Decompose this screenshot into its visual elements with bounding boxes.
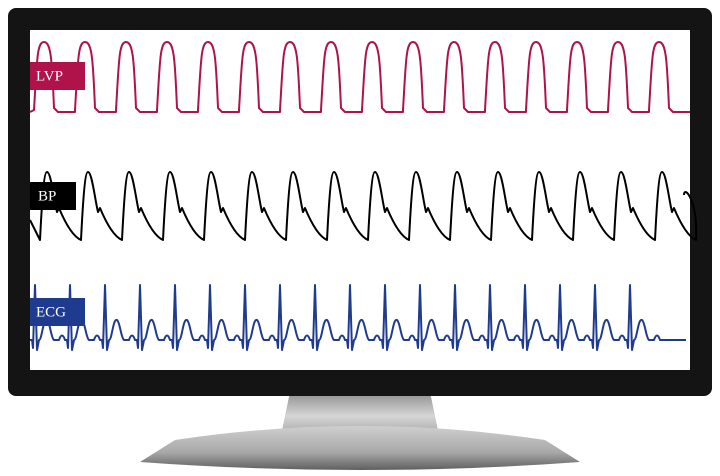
- monitor-base: [140, 426, 580, 470]
- trace-label: BP: [38, 188, 56, 204]
- trace-label: ECG: [36, 304, 66, 320]
- trace-label: LVP: [36, 68, 63, 84]
- monitor-illustration: LVP BP ECG: [0, 0, 720, 476]
- screen: [30, 30, 690, 370]
- page: LVP BP ECG (() => { const data = JSON.pa…: [0, 0, 720, 476]
